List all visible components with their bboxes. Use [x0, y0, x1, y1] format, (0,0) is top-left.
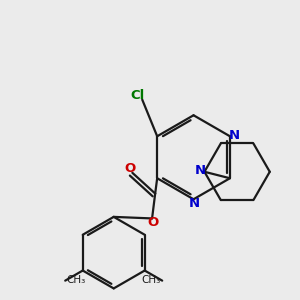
- Text: CH₃: CH₃: [141, 275, 160, 285]
- Text: N: N: [189, 197, 200, 210]
- Text: N: N: [229, 129, 240, 142]
- Text: N: N: [195, 164, 206, 177]
- Text: O: O: [147, 216, 159, 229]
- Text: CH₃: CH₃: [67, 275, 86, 285]
- Text: O: O: [124, 162, 136, 175]
- Text: Cl: Cl: [130, 89, 145, 102]
